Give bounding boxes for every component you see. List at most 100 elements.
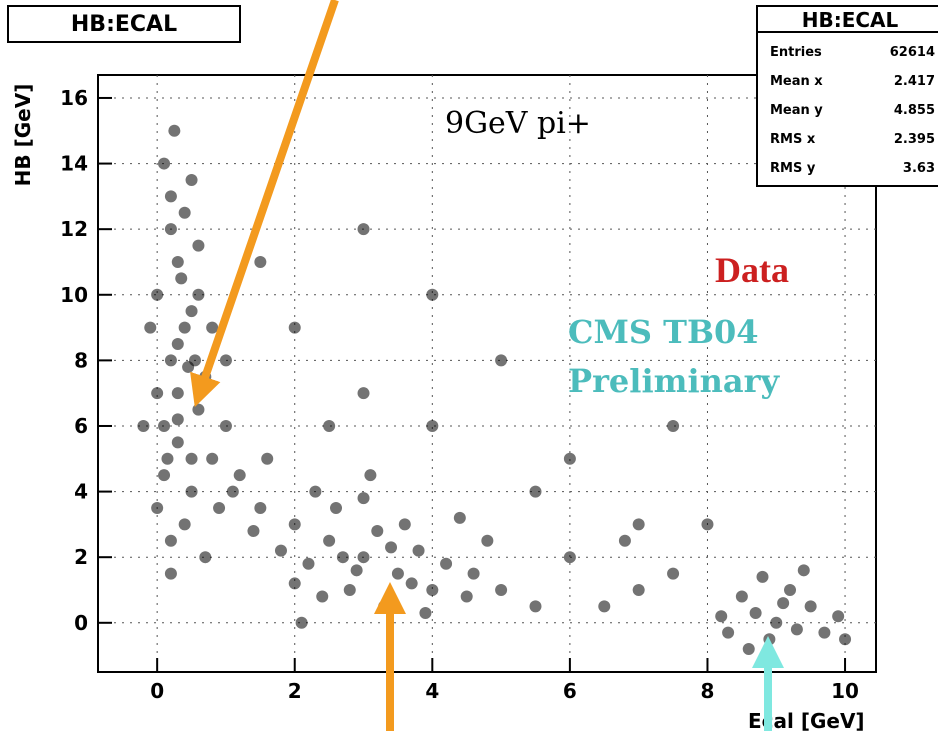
point [178,518,191,531]
stats-frame [756,5,938,187]
point [247,524,260,537]
point [309,485,322,498]
point [175,272,188,285]
point [804,600,817,613]
point [164,190,177,203]
point [426,288,439,301]
point [171,387,184,400]
point [722,626,735,639]
point [770,616,783,629]
point [178,206,191,219]
point [330,501,343,514]
point [440,557,453,570]
point [164,354,177,367]
grid [98,75,876,672]
stats-value: 4.855 [894,103,935,118]
y-axis-label: HB [GeV] [11,84,35,187]
point [254,501,267,514]
point [144,321,157,334]
point [151,501,164,514]
point [405,577,418,590]
point [158,419,171,432]
point [563,452,576,465]
y-tick-label: 8 [74,348,88,372]
title-box [7,5,241,43]
point [412,544,425,557]
point [161,452,174,465]
point [426,583,439,596]
y-tick-label: 16 [60,86,88,110]
point [206,452,219,465]
point [185,452,198,465]
annotation: 9GeV pi+ [445,106,591,141]
ticks: 0 2 4 6 8 10 12 14 16 0 2 4 6 8 10 [60,86,859,703]
point [495,354,508,367]
point [667,567,680,580]
point [839,633,852,646]
point [529,485,542,498]
stats-value: 2.395 [894,132,935,147]
point [302,557,315,570]
point [226,485,239,498]
point [763,633,776,646]
point [632,518,645,531]
point [219,419,232,432]
annotation: Preliminary [568,362,780,400]
point [481,534,494,547]
point [419,606,432,619]
point [784,583,797,596]
point [715,610,728,623]
point [529,600,542,613]
stats-value: 62614 [890,45,935,60]
stats-value: 3.63 [903,161,935,176]
point [426,419,439,432]
point [398,518,411,531]
point [316,590,329,603]
points [137,124,852,656]
point [364,469,377,482]
stats-label: Mean y [770,103,823,118]
point [357,387,370,400]
point [192,288,205,301]
point [261,452,274,465]
stats-box: HB:ECAL Entries 62614 Mean x 2.417 Mean y 4.8… [756,5,938,187]
point [777,597,790,610]
point [357,223,370,236]
point [199,551,212,564]
point [192,239,205,252]
point [632,583,645,596]
point [219,354,232,367]
stats-title: HB:ECAL [802,8,899,32]
point [323,419,336,432]
point [168,124,181,137]
point [701,518,714,531]
annotation: Data [715,250,789,290]
point [357,492,370,505]
point [467,567,480,580]
y-tick-label: 0 [74,611,88,635]
point [350,564,363,577]
point [323,534,336,547]
point [453,511,466,524]
point [171,255,184,268]
point [206,321,219,334]
point [288,577,301,590]
point [357,551,370,564]
point [158,157,171,170]
x-axis-label: Ecal [GeV] [748,709,865,731]
stats-label: RMS y [770,161,816,176]
point [391,567,404,580]
stats-label: Mean x [770,74,823,89]
point [288,321,301,334]
point [756,570,769,583]
y-tick-label: 6 [74,414,88,438]
point [192,403,205,416]
point [735,590,748,603]
y-tick-label: 2 [74,545,88,569]
point [151,288,164,301]
stats-label: RMS x [770,132,816,147]
point [667,419,680,432]
y-tick-label: 14 [60,152,88,176]
